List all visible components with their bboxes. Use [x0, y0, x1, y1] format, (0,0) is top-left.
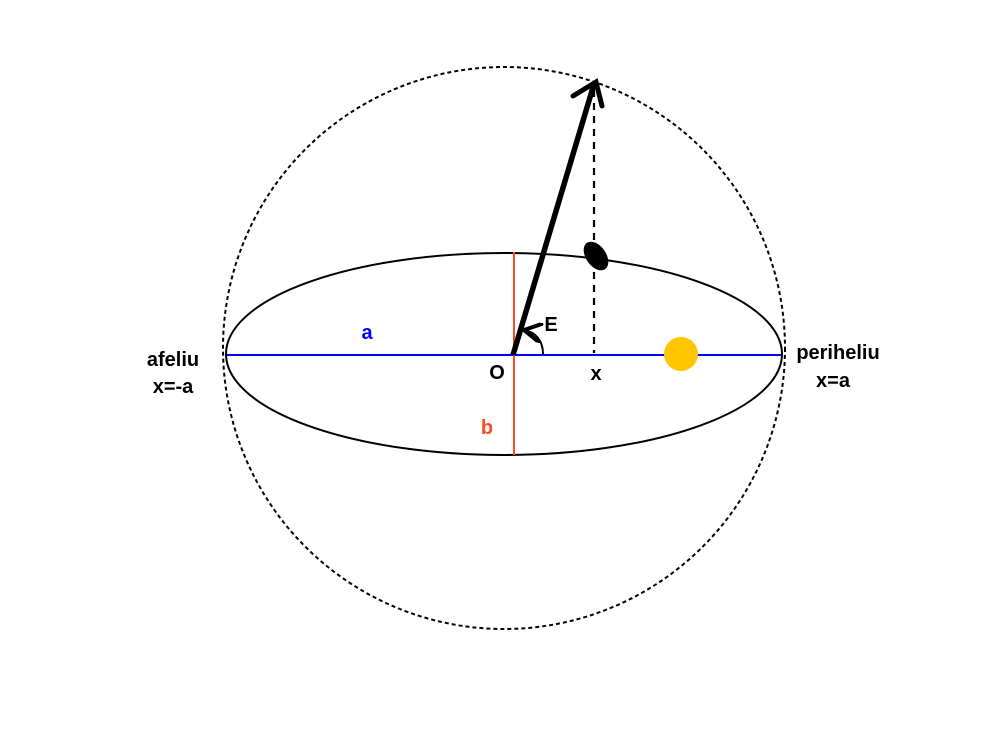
radius-vector-arrow — [510, 83, 597, 356]
label-x: x — [590, 363, 601, 385]
label-b: b — [481, 417, 493, 439]
radius-vector-arrowhead — [570, 78, 605, 109]
auxiliary-circle — [222, 66, 786, 630]
label-center-o: O — [489, 362, 505, 384]
aphelion-name-label: afeliu — [147, 349, 199, 371]
label-angle-e: E — [544, 314, 557, 336]
sun-marker — [664, 337, 698, 371]
perihelion-name-label: periheliu — [796, 342, 879, 364]
planet-marker — [583, 241, 609, 271]
label-a: a — [361, 322, 373, 344]
aphelion-coord-label: x=-a — [153, 376, 194, 398]
angle-e-arc — [524, 330, 544, 355]
perihelion-coord-label: x=a — [816, 370, 851, 392]
orbit-ellipse — [225, 252, 783, 456]
